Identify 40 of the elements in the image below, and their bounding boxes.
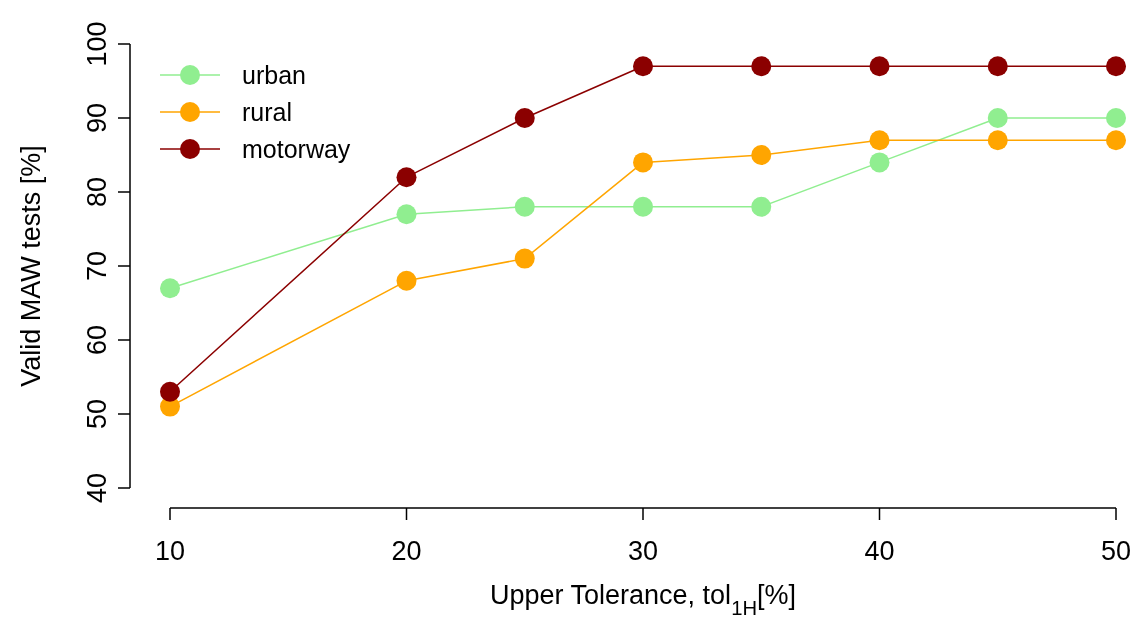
y-tick-label: 90 [82,102,112,134]
point [987,108,1008,128]
point [1106,130,1126,151]
x-tick-label: 10 [154,536,186,566]
point [633,152,653,173]
x-axis-title: Upper Tolerance, tol$_{1H}$[%] [489,580,797,619]
point [869,152,890,173]
point [514,108,535,128]
point [987,56,1008,77]
point [396,204,417,225]
point [633,196,653,217]
point [160,278,180,299]
y-tick-label: 40 [82,472,112,504]
y-tick-label: 60 [82,324,112,356]
legend-label: rural [242,98,293,126]
point [396,167,417,188]
y-tick-label: 100 [82,21,112,67]
y-tick-label: 50 [82,398,112,430]
point [1106,56,1126,77]
y-axis-title: Valid MAW tests [%] [16,145,46,387]
legend-label: urban [242,61,306,89]
legend-label: motorway [242,135,351,163]
point [751,56,772,77]
point [633,56,653,77]
point [869,130,890,151]
x-tick-label: 30 [627,536,659,566]
point [869,56,890,77]
y-tick-label: 80 [82,176,112,208]
point [514,196,535,217]
point [514,248,535,269]
point [396,270,417,291]
point [1106,108,1126,128]
x-tick-label: 40 [864,536,895,566]
x-tick-label: 50 [1100,536,1132,566]
point [751,196,772,217]
x-tick-label: 20 [391,536,422,566]
point [987,130,1008,151]
y-tick-label: 70 [82,250,112,282]
point [160,381,180,402]
point [751,145,772,165]
